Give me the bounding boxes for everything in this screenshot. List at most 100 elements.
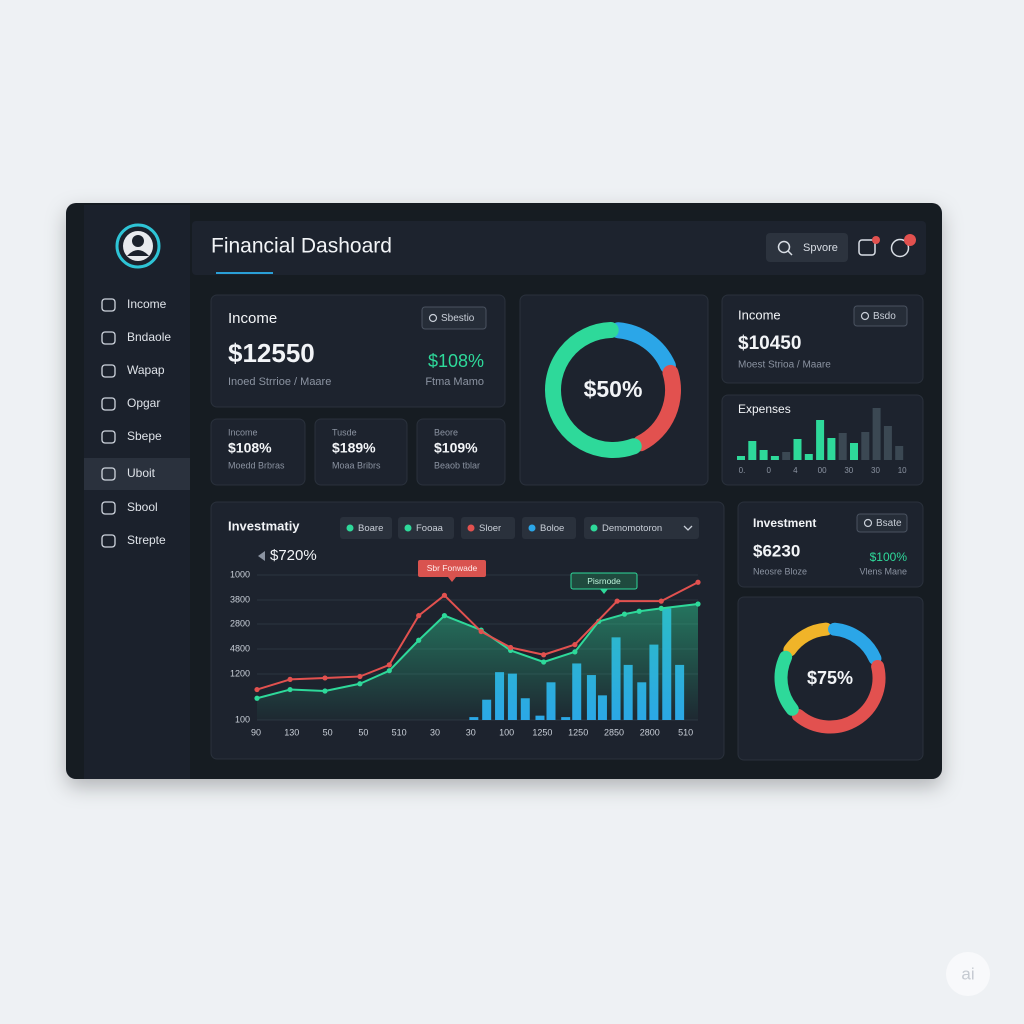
- y-tick-label: 1200: [230, 668, 250, 678]
- investment-dot: [636, 608, 642, 614]
- x-tick-label: 0.: [739, 466, 746, 475]
- donut-segment: [783, 622, 833, 657]
- nav-icon: [101, 364, 116, 378]
- x-tick-label: 0: [766, 466, 771, 475]
- x-tick-label: 10: [898, 466, 907, 475]
- investment-dot: [572, 642, 578, 648]
- card-change: $100%: [870, 550, 908, 564]
- mini-value: $109%: [434, 440, 478, 456]
- annotation-box: [418, 560, 486, 577]
- card-change-label: Vlens Mane: [859, 566, 907, 576]
- search-label[interactable]: Spvore: [803, 242, 838, 254]
- investment-dot: [507, 644, 514, 651]
- investment-dot: [254, 695, 260, 701]
- card-button-label: Bsdo: [873, 311, 896, 322]
- nav-item[interactable]: Income: [127, 297, 167, 311]
- card-subtitle: Moest Strioa / Maare: [738, 360, 831, 371]
- x-tick-label: 130: [284, 727, 299, 737]
- investment-dot: [441, 613, 448, 619]
- investment-dot: [322, 675, 328, 681]
- expense-bar: [816, 420, 825, 460]
- mini-card: [314, 418, 408, 486]
- investment-dot: [541, 659, 547, 665]
- nav-item[interactable]: Uboit: [127, 466, 156, 480]
- legend-swatch: [528, 524, 536, 532]
- card-button-label: Sbestio: [441, 313, 475, 324]
- card-subtitle: Neosre Bloze: [753, 566, 807, 576]
- y-tick-label: 4800: [230, 643, 250, 653]
- card-button[interactable]: [421, 306, 487, 330]
- investment-dot: [287, 686, 293, 693]
- investment-dot: [416, 613, 422, 619]
- nav-item[interactable]: Wapap: [127, 363, 165, 377]
- card-value: $12550: [228, 338, 315, 368]
- mini-value: $189%: [332, 440, 376, 456]
- mini-card: [210, 418, 306, 486]
- x-tick-label: 2800: [640, 727, 660, 737]
- notification-icon[interactable]: [890, 238, 910, 258]
- x-tick-label: 30: [466, 727, 476, 737]
- donut-segment: [545, 322, 642, 458]
- card-change: $108%: [428, 351, 484, 371]
- nav-icon: [101, 397, 116, 411]
- legend-chip[interactable]: [340, 517, 392, 539]
- nav-item[interactable]: Opgar: [127, 396, 160, 410]
- dropdown-chevron: [683, 525, 693, 531]
- nav-item[interactable]: Sbepe: [127, 429, 162, 443]
- card-title: Expenses: [738, 402, 791, 416]
- legend-chip[interactable]: [522, 517, 576, 539]
- inbox-badge: [872, 236, 880, 244]
- avatar-head: [132, 235, 144, 247]
- nav-item[interactable]: Sbool: [127, 500, 158, 514]
- x-tick-label: 30: [844, 466, 853, 475]
- legend-label: Sloer: [479, 523, 501, 534]
- legend-chip[interactable]: [461, 517, 515, 539]
- legend-label: Fooaa: [416, 523, 444, 534]
- expense-bar: [827, 438, 836, 460]
- investment-dot: [441, 592, 448, 598]
- x-tick-label: 50: [358, 727, 368, 737]
- investment-dot: [614, 598, 620, 604]
- card-value: $6230: [753, 541, 800, 560]
- mini-subtitle: Moaa Bribrs: [332, 460, 381, 470]
- watermark: ai: [961, 964, 974, 983]
- legend-chip[interactable]: [398, 517, 454, 539]
- x-tick-label: 00: [818, 466, 827, 475]
- notification-badge: [904, 234, 916, 246]
- investment-dot: [658, 598, 664, 604]
- expense-bar: [804, 454, 813, 460]
- expense-bar: [737, 456, 745, 460]
- investment-dot: [541, 652, 547, 658]
- card-subtitle: Inoed Strrioe / Maare: [228, 376, 331, 388]
- expense-bar: [759, 450, 768, 460]
- mini-subtitle: Moedd Brbras: [228, 460, 285, 470]
- nav-item[interactable]: Strepte: [127, 533, 166, 547]
- legend-label: Boare: [358, 523, 383, 534]
- donut-segment: [791, 659, 886, 734]
- investment-dot: [572, 649, 578, 655]
- search-button[interactable]: [766, 233, 848, 262]
- card-title: Investment: [753, 516, 816, 530]
- card-button-icon: [428, 313, 438, 323]
- card-button-icon: [860, 311, 870, 321]
- legend-chip[interactable]: [584, 517, 699, 539]
- nav-icon: [101, 430, 116, 444]
- donut-label: $75%: [807, 668, 853, 688]
- expense-bar: [793, 439, 802, 460]
- sidebar: [84, 205, 190, 779]
- y-tick-label: 2800: [230, 618, 250, 628]
- title-underline: [216, 272, 273, 274]
- y-tick-label: 100: [235, 714, 250, 724]
- card-button[interactable]: [853, 305, 908, 327]
- y-tick-label: 3800: [230, 594, 250, 604]
- search-icon-handle: [787, 250, 793, 256]
- investment-dot: [416, 637, 422, 643]
- nav-icon: [101, 534, 116, 548]
- nav-item[interactable]: Bndaole: [127, 330, 171, 344]
- expense-bar: [895, 446, 904, 460]
- card-button[interactable]: [856, 513, 908, 533]
- inbox-icon[interactable]: [858, 239, 876, 256]
- donut-segment: [828, 622, 882, 665]
